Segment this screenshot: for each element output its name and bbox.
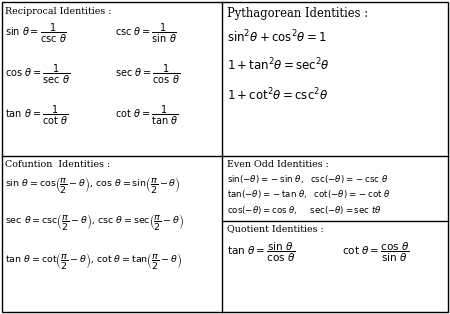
Text: Pythagorean Identities :: Pythagorean Identities : [227,7,368,20]
Text: $\sin^{2}\!\theta+\cos^{2}\!\theta=1$: $\sin^{2}\!\theta+\cos^{2}\!\theta=1$ [227,28,327,45]
Text: $\sin\,\theta=\dfrac{1}{\csc\,\theta}$: $\sin\,\theta=\dfrac{1}{\csc\,\theta}$ [5,22,68,45]
Text: Even Odd Identities :: Even Odd Identities : [227,160,329,169]
Text: $\sec\,\theta=\csc\!\left(\dfrac{\pi}{2}-\theta\right)$, $\csc\,\theta=\sec\!\le: $\sec\,\theta=\csc\!\left(\dfrac{\pi}{2}… [5,212,184,232]
Text: $\tan\,\theta=\cot\!\left(\dfrac{\pi}{2}-\theta\right)$, $\cot\,\theta=\tan\!\le: $\tan\,\theta=\cot\!\left(\dfrac{\pi}{2}… [5,251,182,271]
Text: $\tan\,\theta=\dfrac{\sin\,\theta}{\cos\,\theta}$: $\tan\,\theta=\dfrac{\sin\,\theta}{\cos\… [227,241,296,264]
Text: $\cos\,\theta=\dfrac{1}{\sec\,\theta}$: $\cos\,\theta=\dfrac{1}{\sec\,\theta}$ [5,63,71,86]
Text: $\cot\,\theta=\dfrac{1}{\tan\,\theta}$: $\cot\,\theta=\dfrac{1}{\tan\,\theta}$ [115,104,178,127]
Text: $\cot\,\theta=\dfrac{\cos\,\theta}{\sin\,\theta}$: $\cot\,\theta=\dfrac{\cos\,\theta}{\sin\… [342,241,410,264]
Text: $\sin\,\theta=\cos\!\left(\dfrac{\pi}{2}-\theta\right)$, $\cos\,\theta=\sin\!\le: $\sin\,\theta=\cos\!\left(\dfrac{\pi}{2}… [5,175,181,195]
Text: $\cos(-\theta)=\cos\,\theta,\ \ \ \ \sec(-\theta)=\sec\,t\theta$: $\cos(-\theta)=\cos\,\theta,\ \ \ \ \sec… [227,204,382,216]
Text: Reciprocal Identities :: Reciprocal Identities : [5,7,112,16]
Text: $\csc\,\theta=\dfrac{1}{\sin\,\theta}$: $\csc\,\theta=\dfrac{1}{\sin\,\theta}$ [115,22,177,45]
Text: $1+\cot^{2}\!\theta=\csc^{2}\!\theta$: $1+\cot^{2}\!\theta=\csc^{2}\!\theta$ [227,86,328,103]
Text: Quotient Identities :: Quotient Identities : [227,225,324,234]
Text: $\sin(-\theta)=-\sin\,\theta,\ \ \csc(-\theta)=-\csc\,\theta$: $\sin(-\theta)=-\sin\,\theta,\ \ \csc(-\… [227,173,389,185]
Text: $\tan(-\theta)=-\tan\,\theta,\ \ \cot(-\theta)=-\cot\,\theta$: $\tan(-\theta)=-\tan\,\theta,\ \ \cot(-\… [227,188,391,200]
Text: Cofuntion  Identities :: Cofuntion Identities : [5,160,111,169]
Text: $\tan\,\theta=\dfrac{1}{\cot\,\theta}$: $\tan\,\theta=\dfrac{1}{\cot\,\theta}$ [5,104,69,127]
Text: $1+\tan^{2}\!\theta=\sec^{2}\!\theta$: $1+\tan^{2}\!\theta=\sec^{2}\!\theta$ [227,57,330,73]
Text: $\sec\,\theta=\dfrac{1}{\cos\,\theta}$: $\sec\,\theta=\dfrac{1}{\cos\,\theta}$ [115,63,180,86]
